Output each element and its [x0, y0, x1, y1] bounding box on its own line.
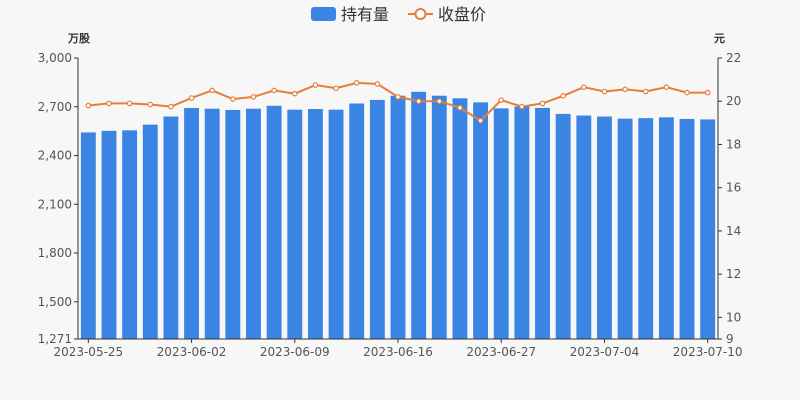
price-point[interactable]: [498, 97, 505, 103]
bar[interactable]: [431, 95, 447, 339]
price-point[interactable]: [704, 89, 711, 96]
legend-bar-label: 持有量: [341, 5, 389, 24]
x-tick-label: 2023-06-02: [157, 345, 227, 359]
price-point[interactable]: [642, 88, 649, 95]
bar[interactable]: [163, 116, 179, 339]
price-point[interactable]: [395, 94, 401, 100]
bar[interactable]: [617, 118, 633, 339]
bar[interactable]: [266, 105, 282, 340]
right-tick-label: 9: [726, 332, 734, 346]
x-tick-label: 2023-07-04: [570, 345, 640, 359]
legend-bar-swatch: [311, 7, 336, 21]
price-point[interactable]: [106, 100, 112, 107]
bar[interactable]: [80, 132, 96, 339]
right-tick-label: 22: [726, 51, 741, 65]
price-point[interactable]: [581, 84, 587, 90]
price-point[interactable]: [519, 103, 525, 110]
price-point[interactable]: [539, 100, 546, 107]
right-tick-label: 16: [726, 181, 741, 195]
left-tick-label: 1,800: [38, 246, 72, 260]
price-point[interactable]: [126, 100, 133, 107]
bar[interactable]: [411, 91, 427, 340]
bar[interactable]: [638, 118, 654, 339]
x-tick-label: 2023-06-09: [260, 345, 330, 359]
price-point[interactable]: [250, 94, 257, 100]
bar[interactable]: [101, 130, 117, 339]
bar[interactable]: [576, 115, 592, 339]
bar[interactable]: [679, 118, 695, 339]
x-tick-label: 2023-07-10: [673, 345, 743, 359]
bar-series: [80, 91, 716, 340]
x-tick-label: 2023-06-16: [363, 345, 433, 359]
right-tick-label: 12: [726, 267, 741, 281]
legend-line-marker: [414, 8, 427, 20]
price-point[interactable]: [684, 89, 690, 96]
left-tick-label: 1,271: [38, 332, 72, 346]
bar[interactable]: [184, 108, 199, 340]
bar[interactable]: [142, 124, 158, 339]
bar[interactable]: [493, 108, 509, 340]
price-point[interactable]: [147, 101, 154, 108]
left-tick-label: 2,400: [38, 149, 72, 163]
bar[interactable]: [122, 130, 138, 339]
bar[interactable]: [452, 98, 468, 339]
right-tick-label: 14: [726, 224, 741, 238]
axes: 1,271 1,500 1,800 2,100 2,400 2,700 3,000 9 10 12…: [38, 51, 743, 359]
price-point[interactable]: [188, 95, 195, 101]
price-point[interactable]: [353, 80, 360, 86]
price-point[interactable]: [663, 84, 670, 90]
price-point[interactable]: [85, 102, 92, 109]
x-tick-label: 2023-05-25: [53, 345, 123, 359]
bar[interactable]: [514, 106, 530, 340]
price-point[interactable]: [415, 98, 422, 105]
price-point[interactable]: [560, 93, 566, 99]
left-tick-label: 2,100: [38, 197, 72, 211]
price-point[interactable]: [477, 117, 484, 124]
left-axis-unit: 万股: [67, 32, 91, 45]
price-point[interactable]: [271, 87, 277, 94]
price-point[interactable]: [374, 81, 381, 87]
left-tick-label: 2,700: [38, 100, 72, 114]
x-tick-label: 2023-06-27: [466, 345, 536, 359]
bar[interactable]: [555, 113, 571, 339]
bar[interactable]: [225, 110, 241, 339]
price-point[interactable]: [209, 87, 215, 94]
price-point[interactable]: [230, 96, 236, 102]
legend-line-label: 收盘价: [438, 5, 486, 24]
bar[interactable]: [390, 95, 406, 339]
left-tick-label: 3,000: [38, 51, 72, 65]
price-point[interactable]: [622, 86, 628, 93]
price-point[interactable]: [168, 103, 174, 110]
bar[interactable]: [246, 108, 261, 340]
price-point[interactable]: [333, 85, 339, 92]
bar[interactable]: [287, 109, 303, 339]
line-series: [85, 80, 711, 124]
right-tick-label: 10: [726, 310, 741, 324]
bar[interactable]: [658, 117, 674, 339]
price-point[interactable]: [312, 82, 319, 88]
right-tick-label: 18: [726, 137, 741, 151]
chart-legend[interactable]: 持有量 收盘价: [311, 5, 486, 24]
right-axis-unit: 元: [714, 32, 725, 45]
bar[interactable]: [473, 102, 489, 339]
price-point[interactable]: [457, 104, 463, 111]
price-point[interactable]: [601, 88, 608, 95]
bar[interactable]: [535, 107, 550, 339]
price-point[interactable]: [291, 90, 298, 97]
bar[interactable]: [700, 119, 716, 339]
right-tick-label: 20: [726, 94, 741, 108]
bar[interactable]: [349, 103, 365, 339]
bar[interactable]: [307, 109, 323, 340]
bar[interactable]: [597, 116, 612, 339]
bar[interactable]: [369, 99, 385, 339]
price-point[interactable]: [436, 98, 443, 105]
left-tick-label: 1,500: [38, 295, 72, 309]
bar[interactable]: [328, 109, 344, 339]
bar[interactable]: [204, 108, 220, 340]
